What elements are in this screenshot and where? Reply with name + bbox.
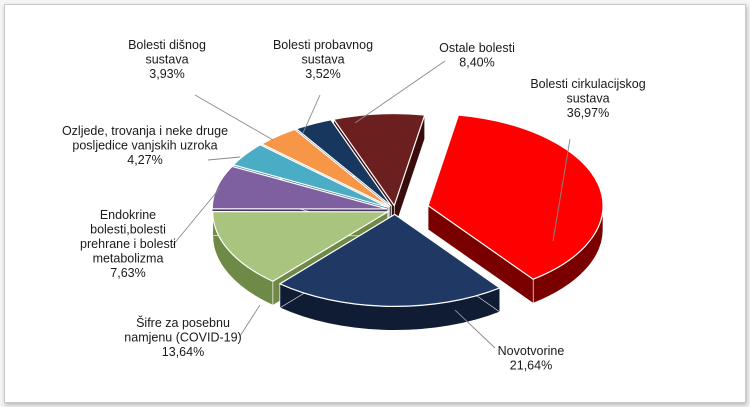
pie-slice-top-circ bbox=[427, 114, 604, 280]
leader-line-disno bbox=[194, 94, 274, 141]
leader-line-covid bbox=[239, 304, 261, 337]
leader-line-novo bbox=[454, 309, 496, 349]
pie-slice-top-endo bbox=[211, 165, 388, 210]
slice-label-disno: Bolesti dišnog sustava 3,93% bbox=[128, 38, 206, 81]
slice-label-line-circ: Bolesti cirkulacijskog bbox=[530, 77, 645, 91]
slice-label-endo: Endokrine bolesti,bolesti prehrane i boles… bbox=[80, 208, 176, 280]
pie-slice-circ bbox=[427, 114, 604, 304]
slice-label-line-covid: Šifre za posebnu bbox=[136, 315, 230, 330]
slice-label-ozlj: Ozljede, trovanja i neke druge posljedice… bbox=[62, 124, 228, 167]
slice-label-line-probav: sustava bbox=[301, 53, 344, 67]
slice-value-endo: 7,63% bbox=[110, 266, 145, 280]
slice-value-ozlj: 4,27% bbox=[127, 153, 162, 167]
pie-slice-top-novo bbox=[278, 213, 502, 307]
pie-slice-top-probav bbox=[295, 119, 392, 207]
slice-labels: Bolesti cirkulacijskog sustava 36,97%Novot… bbox=[62, 38, 646, 373]
slice-label-covid: Šifre za posebnu namjenu (COVID-19) 13,64% bbox=[124, 315, 241, 359]
slice-label-probav: Bolesti probavnog sustava 3,52% bbox=[273, 38, 373, 81]
chart-frame: Bolesti cirkulacijskog sustava 36,97% Novot… bbox=[4, 4, 746, 403]
leader-line-ostale bbox=[354, 60, 446, 124]
slice-value-circ: 36,97% bbox=[567, 106, 609, 120]
leader-line-circ bbox=[552, 138, 571, 242]
leader-line-probav bbox=[302, 94, 321, 134]
slice-label-line-endo: bolesti,bolesti bbox=[90, 223, 166, 237]
slice-label-line-probav: Bolesti probavnog bbox=[273, 38, 373, 52]
slice-label-ostale: Ostale bolesti 8,40% bbox=[439, 41, 515, 70]
slice-value-ostale: 8,40% bbox=[459, 56, 494, 70]
slice-label-line-covid: namjenu (COVID-19) bbox=[124, 331, 241, 345]
leader-line-endo bbox=[172, 187, 221, 246]
slice-label-line-disno: sustava bbox=[145, 53, 188, 67]
slice-label-line-ozlj: Ozljede, trovanja i neke druge bbox=[62, 124, 228, 138]
slice-value-disno: 3,93% bbox=[149, 67, 184, 81]
slice-label-novo: Novotvorine 21,64% bbox=[498, 344, 565, 373]
slice-label-line-novo: Novotvorine bbox=[498, 344, 565, 358]
leader-line-ozlj bbox=[207, 156, 241, 161]
pie-slice-novo bbox=[278, 213, 502, 331]
pie-slice-top-disno bbox=[260, 128, 391, 208]
slice-value-covid: 13,64% bbox=[162, 345, 204, 359]
slice-label-circ: Bolesti cirkulacijskog sustava 36,97% bbox=[530, 77, 645, 120]
leader-lines bbox=[172, 60, 571, 349]
pie-slice-top-ozlj bbox=[232, 144, 389, 209]
slice-label-line-ozlj: posljedice vanjskih uzroka bbox=[72, 139, 217, 153]
slice-label-line-circ: sustava bbox=[566, 92, 609, 106]
slice-label-line-disno: Bolesti dišnog bbox=[128, 38, 206, 52]
slice-label-line-endo: prehrane i bolesti bbox=[80, 237, 176, 251]
pie-slice-top-ostale bbox=[332, 113, 426, 207]
slice-value-probav: 3,52% bbox=[305, 67, 340, 81]
pie-chart: Bolesti cirkulacijskog sustava 36,97%Novot… bbox=[62, 38, 646, 373]
slice-label-line-endo: Endokrine bbox=[100, 208, 156, 222]
slice-value-novo: 21,64% bbox=[510, 359, 552, 373]
pie-slice-top-covid bbox=[212, 211, 390, 282]
slice-label-line-ostale: Ostale bolesti bbox=[439, 41, 515, 55]
slice-label-line-endo: metabolizma bbox=[93, 252, 164, 266]
pie-slices bbox=[211, 113, 604, 331]
